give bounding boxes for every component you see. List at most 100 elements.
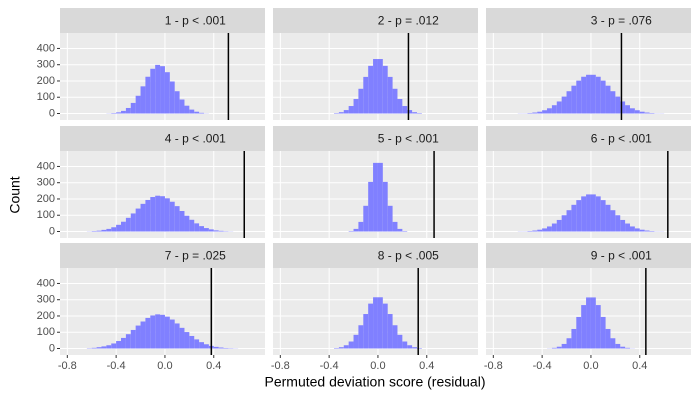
bar: [397, 99, 403, 114]
strip: [486, 243, 691, 268]
bar: [412, 347, 417, 349]
bar: [600, 80, 606, 114]
bar: [164, 316, 170, 349]
bar: [218, 230, 224, 232]
bar: [116, 112, 122, 114]
strip: [273, 8, 478, 33]
bar: [135, 325, 141, 349]
bar: [610, 338, 616, 349]
strip: [273, 243, 478, 268]
bar: [338, 347, 344, 349]
bar: [213, 230, 219, 232]
x-tick-label: 0.4: [206, 360, 221, 372]
bar: [150, 197, 156, 232]
bar: [610, 91, 616, 114]
bar: [595, 305, 601, 349]
bar: [130, 102, 136, 114]
bar: [194, 223, 200, 232]
bar: [184, 332, 190, 349]
bar: [130, 329, 136, 349]
facet-title: 3 - p = .076: [591, 14, 652, 28]
y-tick-label: 300: [37, 294, 55, 306]
bar: [135, 95, 141, 114]
bar: [140, 321, 146, 349]
x-tick-label: -0.4: [533, 360, 552, 372]
bar: [551, 105, 557, 114]
facet-title: 1 - p < .001: [165, 14, 226, 28]
bar: [590, 194, 596, 232]
x-tick-label: 0.0: [583, 360, 598, 372]
facet-title: 5 - p < .001: [378, 132, 439, 146]
bar: [629, 108, 635, 114]
bar: [368, 181, 374, 232]
facet-title: 2 - p = .012: [378, 14, 439, 28]
bar: [121, 110, 126, 114]
bar: [121, 337, 126, 349]
bar: [353, 99, 359, 114]
facet-title: 8 - p < .005: [378, 249, 439, 263]
bar: [121, 221, 126, 232]
x-tick-label: -0.8: [271, 360, 290, 372]
bar: [116, 224, 122, 232]
bar: [561, 215, 567, 232]
bar: [542, 228, 548, 232]
bar: [373, 297, 378, 349]
bar: [140, 86, 146, 114]
bar: [111, 227, 117, 232]
bar: [199, 112, 204, 114]
bar: [586, 194, 591, 232]
bar: [145, 317, 151, 349]
bar: [625, 223, 630, 232]
bar: [644, 230, 650, 232]
bar: [407, 345, 413, 349]
bar: [397, 334, 403, 349]
bar: [179, 99, 185, 114]
bar: [348, 341, 354, 349]
bar: [571, 85, 577, 114]
bar: [111, 343, 117, 349]
bar: [199, 226, 204, 232]
bar: [96, 347, 102, 349]
bar: [605, 85, 611, 114]
bar: [551, 347, 557, 349]
y-tick-label: 0: [49, 107, 55, 119]
bar: [581, 196, 587, 232]
bar: [353, 334, 359, 349]
bar: [160, 314, 165, 349]
strip: [60, 243, 265, 268]
x-tick-label: -0.4: [107, 360, 126, 372]
bar: [363, 314, 369, 349]
facet-title: 6 - p < .001: [591, 132, 652, 146]
x-tick-label: 0.0: [157, 360, 172, 372]
y-tick-label: 200: [37, 310, 55, 322]
bar: [194, 111, 200, 114]
bar: [586, 74, 591, 114]
bar: [203, 228, 209, 232]
bar: [150, 315, 156, 349]
bar: [125, 217, 131, 232]
bar: [595, 76, 601, 114]
bar: [101, 229, 107, 232]
bar: [130, 213, 136, 232]
x-tick-label: -0.8: [58, 360, 77, 372]
y-tick-label: 200: [37, 193, 55, 205]
bar: [145, 199, 151, 232]
bar: [203, 344, 209, 349]
y-tick-label: 0: [49, 225, 55, 237]
bar: [145, 76, 151, 114]
bar: [348, 106, 354, 114]
bar: [561, 343, 567, 349]
y-tick-label: 100: [37, 209, 55, 221]
bar: [605, 204, 611, 232]
bar: [561, 96, 567, 114]
bar: [629, 226, 635, 232]
bar: [343, 110, 349, 114]
bar: [184, 105, 190, 114]
bar: [377, 59, 383, 114]
y-axis-title: Count: [7, 176, 23, 213]
bar: [382, 181, 388, 232]
bar: [620, 101, 626, 114]
bar: [91, 347, 97, 349]
bar: [363, 76, 369, 114]
bar: [353, 228, 359, 232]
